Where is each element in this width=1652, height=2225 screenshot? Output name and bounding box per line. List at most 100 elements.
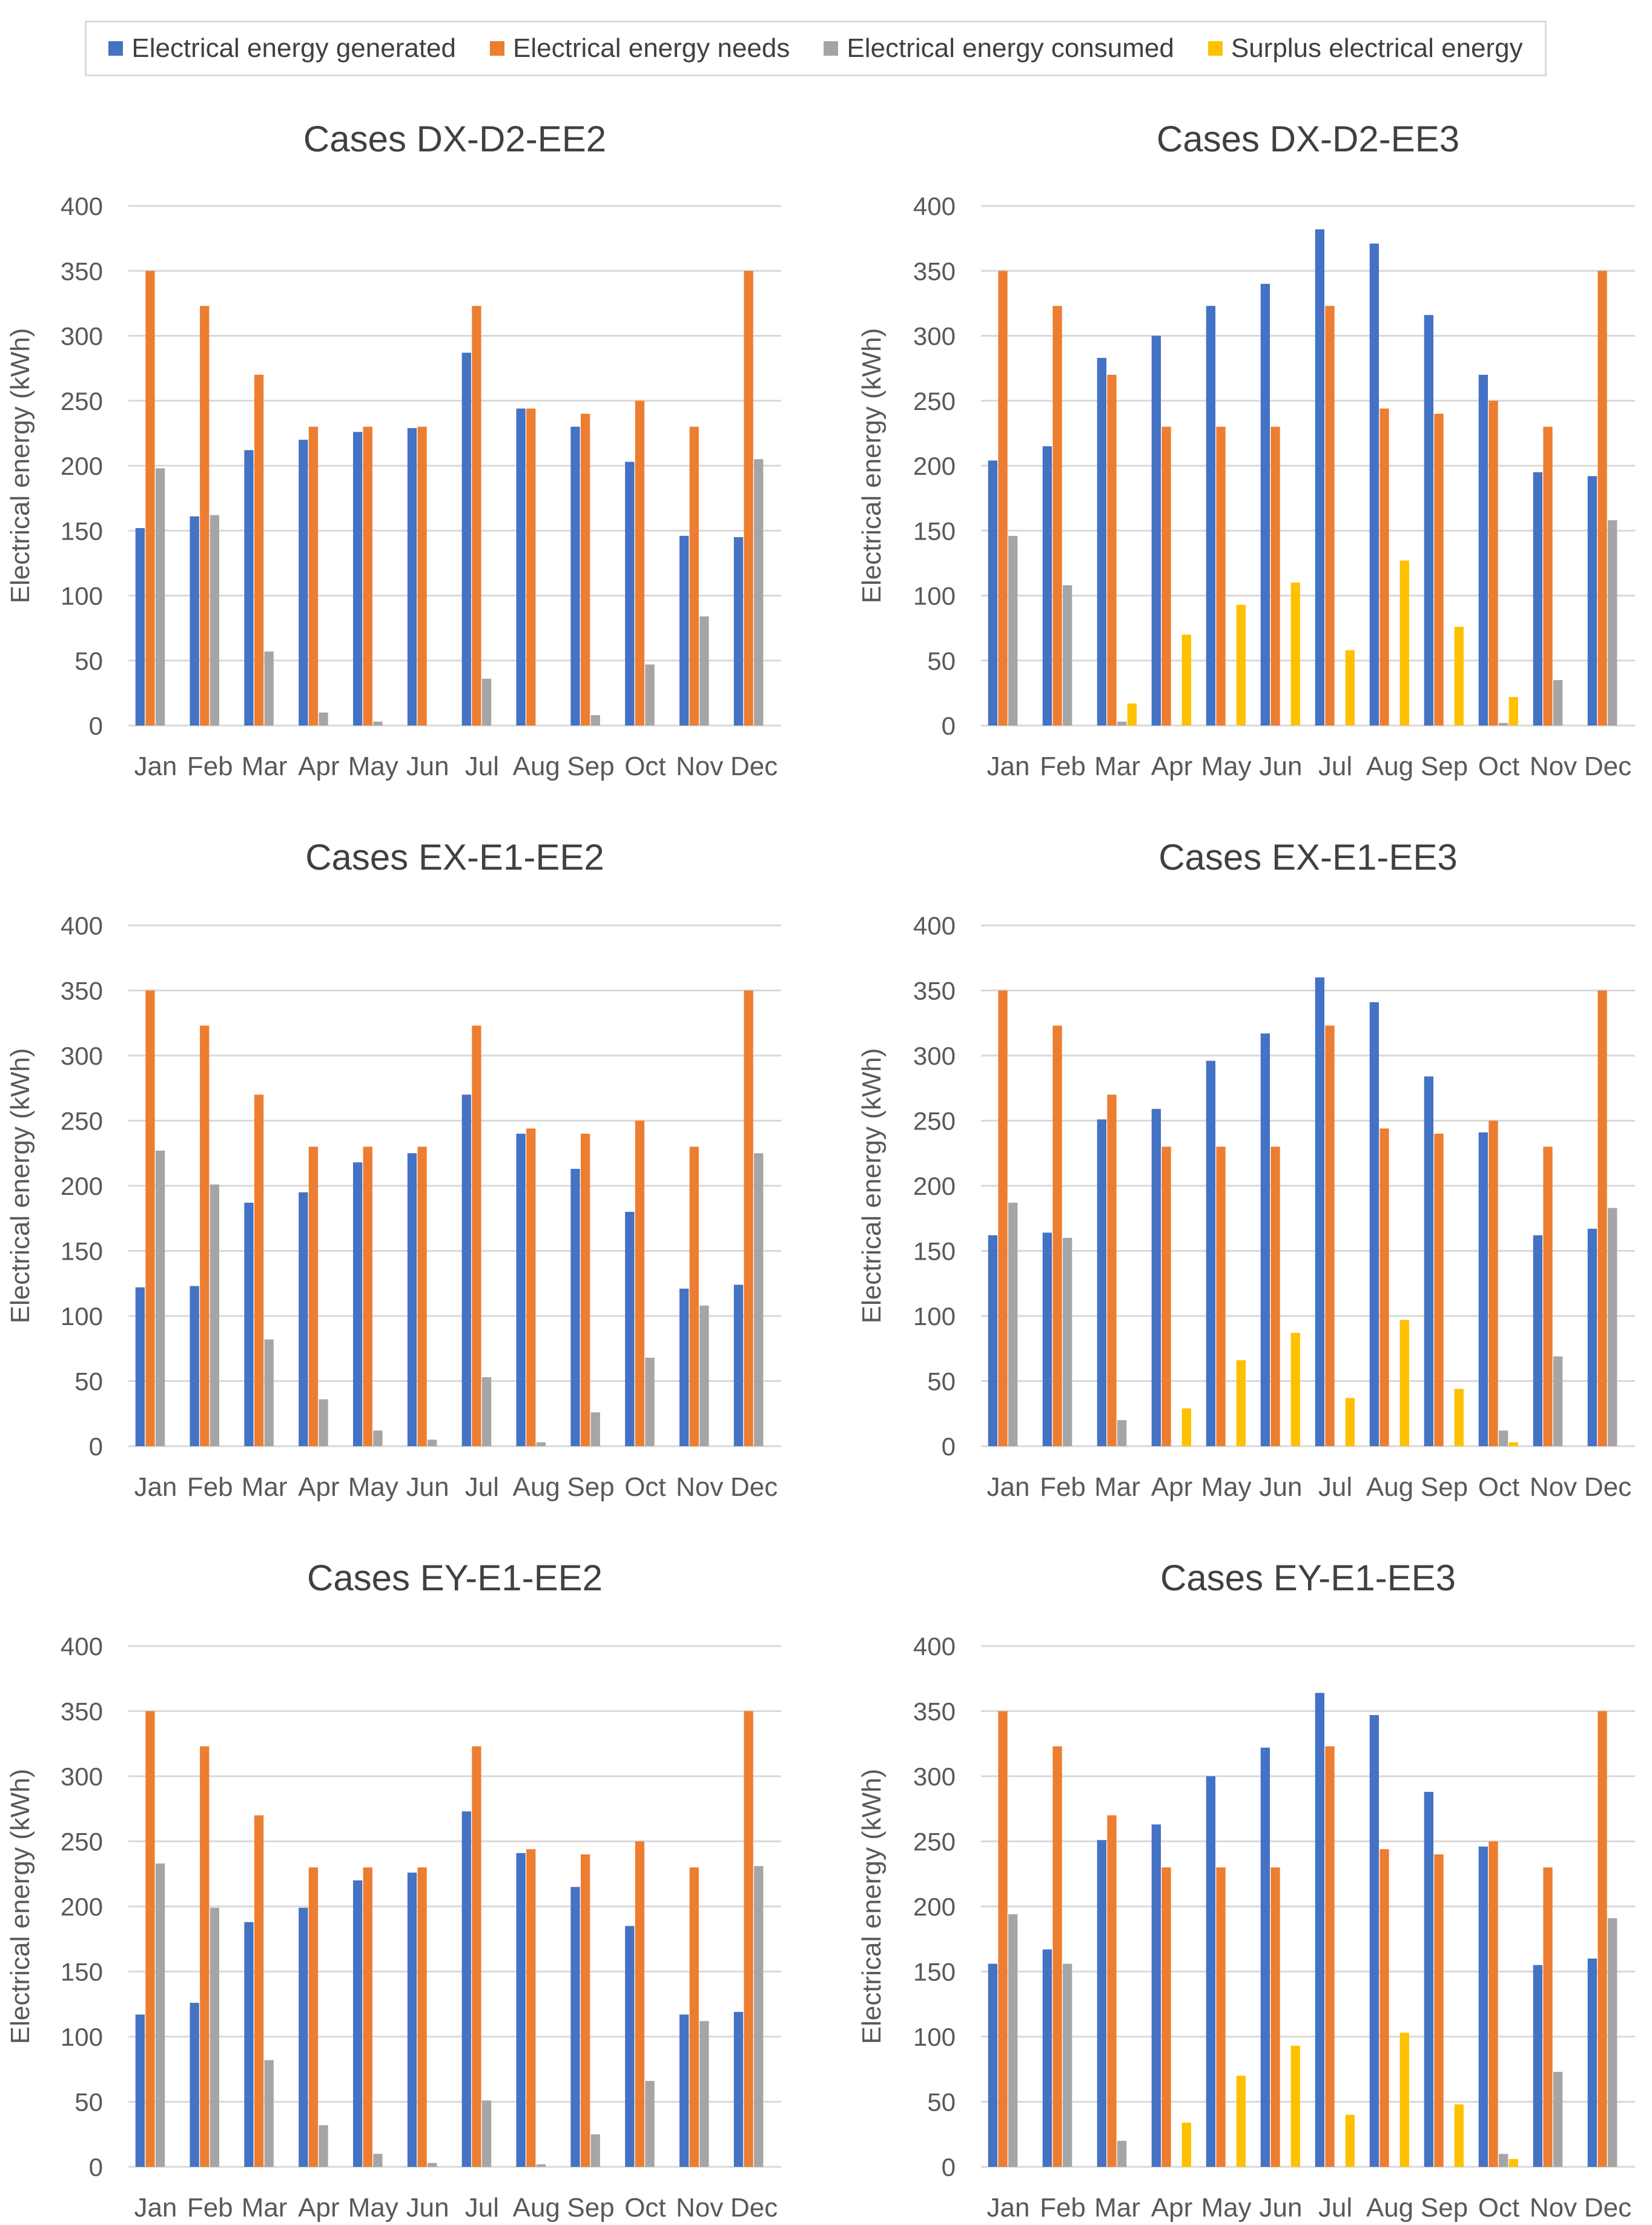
x-tick-label: Jul <box>465 2193 499 2223</box>
x-tick-label: Sep <box>567 752 614 781</box>
x-tick-label: Aug <box>513 1472 560 1502</box>
legend-item-generated: Electrical energy generated <box>108 33 456 64</box>
x-tick-label: Sep <box>567 1472 614 1502</box>
bar-needs <box>363 426 372 726</box>
y-tick-label: 150 <box>913 1958 956 1986</box>
bar-needs <box>580 414 590 726</box>
bar-generated <box>625 1926 635 2167</box>
bar-generated <box>353 1162 363 1446</box>
bar-generated <box>1097 357 1107 726</box>
chart-panel-3: Cases EX-E1-EE2 0 50 100 150 200 250 300 350 400 E… <box>5 837 781 1502</box>
y-tick-label: 350 <box>61 1698 103 1726</box>
bar-surplus <box>1236 604 1246 726</box>
x-tick-label: Aug <box>513 752 560 781</box>
bar-consumed <box>155 1863 165 2167</box>
bar-consumed <box>699 1305 709 1446</box>
bar-generated <box>625 461 635 726</box>
y-tick-label: 200 <box>61 1893 103 1921</box>
bar-generated <box>1206 1060 1216 1446</box>
bar-consumed <box>481 678 492 726</box>
bar-surplus <box>1454 626 1464 726</box>
y-tick-label: 400 <box>61 192 103 220</box>
bar-needs <box>1107 1815 1117 2167</box>
bar-generated <box>407 1873 417 2167</box>
bar-surplus <box>1236 1360 1246 1446</box>
bar-surplus <box>1399 2032 1409 2167</box>
bar-generated <box>461 352 471 726</box>
x-tick-label: Feb <box>1040 752 1086 781</box>
bar-generated <box>1587 1228 1597 1446</box>
bar-generated <box>1260 283 1270 726</box>
x-tick-label: Nov <box>676 1472 723 1502</box>
bar-needs <box>1325 1746 1335 2167</box>
bar-generated <box>1097 1840 1107 2167</box>
bar-consumed <box>1117 2141 1127 2167</box>
bar-consumed <box>1553 1356 1563 1446</box>
x-tick-label: May <box>1201 752 1251 781</box>
bar-generated <box>1315 1693 1325 2167</box>
bar-consumed <box>754 1866 764 2167</box>
bar-generated <box>1206 1776 1216 2167</box>
bar-needs <box>200 1746 210 2167</box>
bar-needs <box>1161 426 1171 726</box>
bar-generated <box>679 535 689 726</box>
y-tick-label: 200 <box>61 1172 103 1200</box>
legend-item-consumed: Electrical energy consumed <box>824 33 1174 64</box>
x-tick-label: Dec <box>1584 752 1631 781</box>
x-tick-label: Sep <box>1421 2193 1468 2223</box>
bar-generated <box>1097 1119 1107 1446</box>
x-tick-label: Oct <box>624 752 666 781</box>
legend-item-needs: Electrical energy needs <box>490 33 790 64</box>
x-tick-label: Oct <box>1478 752 1519 781</box>
bar-generated <box>353 1880 363 2167</box>
bar-needs <box>363 1867 372 2167</box>
y-tick-label: 0 <box>89 1432 103 1461</box>
bar-needs <box>363 1146 372 1446</box>
bar-generated <box>679 1288 689 1446</box>
y-tick-label: 200 <box>913 1893 956 1921</box>
bar-needs <box>254 1815 264 2167</box>
bar-consumed <box>319 2125 328 2167</box>
bar-surplus <box>1399 560 1409 726</box>
bar-consumed <box>264 2060 274 2167</box>
bar-surplus <box>1454 1389 1464 1446</box>
bar-needs <box>580 1854 590 2167</box>
bar-needs <box>1488 1841 1498 2167</box>
x-tick-label: Nov <box>676 2193 723 2223</box>
bar-generated <box>190 516 199 726</box>
bar-needs <box>1597 1711 1607 2167</box>
bar-needs <box>689 1867 699 2167</box>
bar-generated <box>299 440 308 726</box>
bar-consumed <box>590 715 600 726</box>
x-tick-label: Jun <box>406 2193 449 2223</box>
x-tick-label: Jun <box>1260 752 1303 781</box>
x-tick-label: Sep <box>1421 752 1468 781</box>
bar-needs <box>200 306 210 726</box>
x-tick-label: Jan <box>134 2193 177 2223</box>
bar-needs <box>1325 306 1335 726</box>
y-tick-label: 0 <box>942 2153 956 2181</box>
y-tick-label: 50 <box>927 1367 956 1396</box>
bar-surplus <box>1508 696 1518 726</box>
bar-generated <box>679 2014 689 2167</box>
bar-generated <box>1260 1747 1270 2167</box>
bar-generated <box>570 1886 580 2167</box>
bar-needs <box>1597 990 1607 1446</box>
bar-generated <box>1369 1714 1379 2167</box>
x-tick-label: Feb <box>1040 1472 1086 1502</box>
bar-needs <box>526 1128 536 1446</box>
y-tick-label: 300 <box>913 1762 956 1791</box>
bar-needs <box>417 426 427 726</box>
x-tick-label: Aug <box>1366 1472 1413 1502</box>
x-tick-label: Aug <box>1366 752 1413 781</box>
bar-consumed <box>699 2021 709 2167</box>
bar-needs <box>1379 1128 1389 1446</box>
bar-consumed <box>373 1430 383 1446</box>
chart-title: Cases EY-E1-EE2 <box>307 1558 603 1598</box>
y-tick-label: 100 <box>913 582 956 610</box>
bar-consumed <box>1117 721 1127 726</box>
chart-panel-1: Cases DX-D2-EE2 0 50 100 150 200 250 300 350 400 E… <box>5 119 781 781</box>
bar-needs <box>145 271 155 726</box>
x-tick-label: Aug <box>1366 2193 1413 2223</box>
y-tick-label: 50 <box>74 2088 103 2117</box>
